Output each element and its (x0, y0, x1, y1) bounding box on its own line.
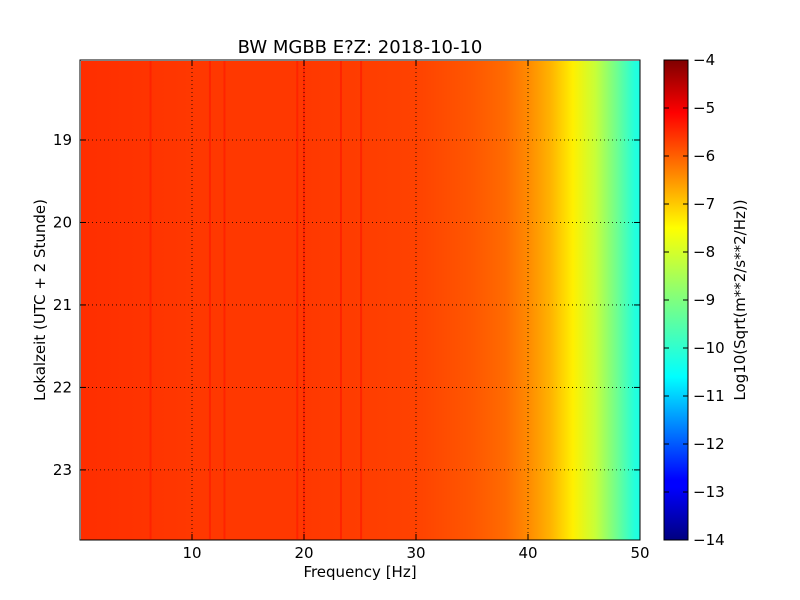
colorbar-tick-label: −10 (693, 339, 725, 357)
x-tick-label: 50 (630, 544, 649, 562)
colorbar-tick-label: −7 (693, 195, 715, 213)
spectral-line (339, 61, 342, 539)
y-tick-label: 23 (53, 461, 72, 479)
colorbar-tick-label: −9 (693, 291, 715, 309)
spectral-line (223, 61, 226, 539)
spectral-line (360, 61, 363, 539)
y-tick-label: 21 (53, 296, 72, 314)
spectral-line (296, 61, 299, 539)
x-axis-label: Frequency [Hz] (303, 563, 416, 581)
colorbar-tick-label: −8 (693, 243, 715, 261)
colorbar-tick-label: −13 (693, 483, 725, 501)
colorbar-tick-label: −11 (693, 387, 725, 405)
x-tick-label: 40 (518, 544, 537, 562)
colorbar-ticks: −4 −5 −6 −7 −8 −9 −10 −11 −12 −13 −14 (664, 51, 725, 549)
y-tick-label: 20 (53, 213, 72, 231)
colorbar-tick-label: −4 (693, 51, 715, 69)
chart-title: BW MGBB E?Z: 2018-10-10 (238, 37, 483, 58)
y-tick-label: 19 (53, 131, 72, 149)
y-axis-label: Lokalzeit (UTC + 2 Stunde) (31, 199, 49, 401)
x-axis-ticks: 10 20 30 40 50 (182, 60, 650, 562)
x-tick-label: 30 (406, 544, 425, 562)
x-tick-label: 10 (182, 544, 201, 562)
spectral-line (208, 61, 211, 539)
colorbar-label: Log10(Sqrt(m**2/s**2/Hz)) (731, 199, 749, 400)
spectral-line (149, 61, 152, 539)
colorbar-tick-label: −5 (693, 99, 715, 117)
colorbar-tick-label: −14 (693, 531, 725, 549)
grid (80, 60, 640, 540)
plot-frame (79, 59, 641, 541)
y-tick-label: 22 (53, 378, 72, 396)
colorbar-tick-label: −12 (693, 435, 725, 453)
y-axis-ticks: 19 20 21 22 23 (53, 131, 640, 479)
x-tick-label: 20 (294, 544, 313, 562)
colorbar-tick-label: −6 (693, 147, 715, 165)
